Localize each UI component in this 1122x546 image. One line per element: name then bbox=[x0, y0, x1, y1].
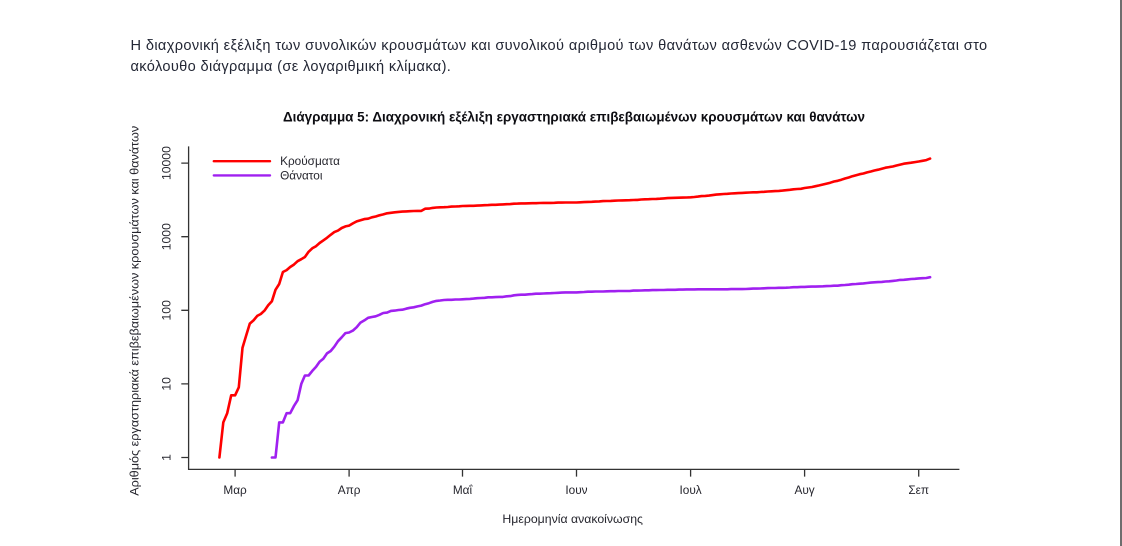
svg-text:Ημερομηνία ανακοίνωσης: Ημερομηνία ανακοίνωσης bbox=[502, 512, 643, 526]
svg-text:Αυγ: Αυγ bbox=[794, 483, 814, 497]
svg-text:Θάνατοι: Θάνατοι bbox=[280, 169, 323, 183]
svg-text:Αριθμός εργαστηριακά επιβεβαιω: Αριθμός εργαστηριακά επιβεβαιωμένων κρου… bbox=[129, 126, 142, 496]
svg-text:Κρούσματα: Κρούσματα bbox=[280, 154, 340, 168]
svg-text:Ιουν: Ιουν bbox=[565, 483, 587, 497]
svg-text:Μαΐ: Μαΐ bbox=[453, 483, 474, 497]
svg-text:10000: 10000 bbox=[159, 146, 173, 180]
svg-text:10: 10 bbox=[159, 377, 173, 391]
svg-text:Απρ: Απρ bbox=[338, 483, 361, 497]
svg-text:Διάγραμμα 5: Διαχρονική εξέλιξ: Διάγραμμα 5: Διαχρονική εξέλιξη εργαστηρ… bbox=[283, 109, 865, 124]
svg-text:Ιουλ: Ιουλ bbox=[679, 483, 701, 497]
svg-text:Μαρ: Μαρ bbox=[223, 483, 247, 497]
svg-text:100: 100 bbox=[159, 300, 173, 321]
svg-text:1000: 1000 bbox=[159, 223, 173, 250]
svg-text:1: 1 bbox=[159, 454, 173, 461]
svg-text:Σεπ: Σεπ bbox=[908, 483, 929, 497]
